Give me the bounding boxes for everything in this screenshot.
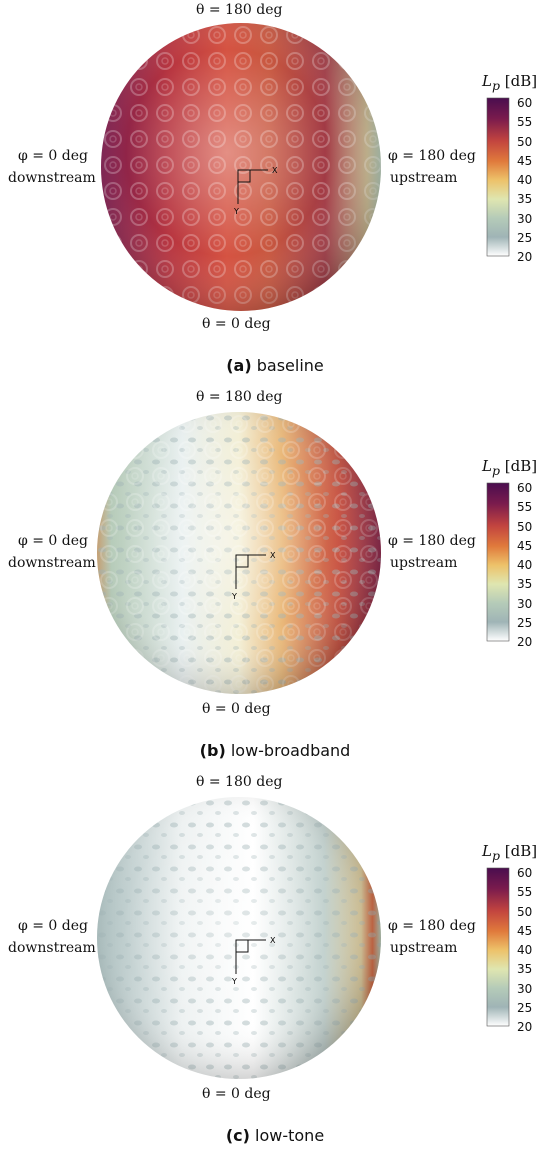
theta-top-label: θ = 180 deg <box>196 389 283 405</box>
panel-c: θ = 180 deg X Y φ = 0 deg downstream φ =… <box>0 770 550 1156</box>
colorbar-tick-label: 55 <box>517 885 533 900</box>
colorbar-tick-label: 55 <box>517 115 533 130</box>
colorbar-tick-label: 55 <box>517 500 533 515</box>
colorbar-tick-label: 50 <box>517 904 533 919</box>
colorbar-tick-label: 25 <box>517 230 533 245</box>
colorbar-tick-label: 40 <box>517 558 533 572</box>
colorbar-tick-label: 45 <box>517 153 533 168</box>
colorbar-tick-label: 35 <box>517 962 533 977</box>
colorbar-tick-label: 20 <box>517 1020 533 1034</box>
phi-right-label: φ = 180 deg <box>388 918 476 934</box>
theta-bottom-label: θ = 0 deg <box>202 316 271 332</box>
sphere-b: X Y <box>97 412 381 694</box>
theta-top-label: θ = 180 deg <box>196 774 283 790</box>
left-side-label: downstream <box>8 170 96 186</box>
right-side-label: upstream <box>390 170 458 186</box>
colorbar-tick-label: 30 <box>517 596 533 611</box>
colorbar-title: Lp [dB] <box>482 842 538 863</box>
colorbar-tick-label: 40 <box>517 943 533 957</box>
theta-bottom-label: θ = 0 deg <box>202 1086 271 1102</box>
colorbar-a <box>486 97 510 257</box>
right-side-label: upstream <box>390 555 458 571</box>
axis-x-label: X <box>272 166 278 175</box>
colorbar-tick-label: 50 <box>517 134 533 149</box>
left-side-label: downstream <box>8 940 96 956</box>
phi-left-label: φ = 0 deg <box>18 918 88 934</box>
right-side-label: upstream <box>390 940 458 956</box>
colorbar-tick-label: 60 <box>517 96 533 110</box>
colorbar-ticks-b: 60 55 50 45 40 35 30 25 20 <box>517 481 547 649</box>
colorbar-tick-label: 30 <box>517 981 533 996</box>
colorbar-tick-label: 45 <box>517 538 533 553</box>
colorbar-tick-label: 20 <box>517 635 533 649</box>
phi-right-label: φ = 180 deg <box>388 533 476 549</box>
colorbar-c <box>486 867 510 1027</box>
panel-b: θ = 180 deg X Y φ = 0 deg downstream φ =… <box>0 385 550 770</box>
axis-x-label: X <box>270 936 276 945</box>
colorbar-tick-label: 20 <box>517 250 533 264</box>
sphere-c: X Y <box>97 797 381 1079</box>
colorbar-tick-label: 35 <box>517 192 533 207</box>
colorbar-tick-label: 60 <box>517 481 533 495</box>
panel-a: θ = 180 deg X Y φ = 0 deg downstream φ =… <box>0 0 550 385</box>
phi-left-label: φ = 0 deg <box>18 533 88 549</box>
axis-y-label: Y <box>231 592 237 601</box>
phi-right-label: φ = 180 deg <box>388 148 476 164</box>
axis-y-label: Y <box>233 207 239 216</box>
phi-left-label: φ = 0 deg <box>18 148 88 164</box>
colorbar-tick-label: 35 <box>517 577 533 592</box>
caption-b: (b) low-broadband <box>199 741 351 760</box>
theta-bottom-label: θ = 0 deg <box>202 701 271 717</box>
colorbar-ticks-c: 60 55 50 45 40 35 30 25 20 <box>517 866 547 1034</box>
caption-a: (a) baseline <box>226 356 324 375</box>
caption-c: (c) low-tone <box>225 1126 325 1145</box>
theta-top-label: θ = 180 deg <box>196 2 283 18</box>
colorbar-title: Lp [dB] <box>482 457 538 478</box>
colorbar-ticks-a: 60 55 50 45 40 35 30 25 20 <box>517 96 547 264</box>
colorbar-tick-label: 50 <box>517 519 533 534</box>
colorbar-tick-label: 45 <box>517 923 533 938</box>
colorbar-tick-label: 60 <box>517 866 533 880</box>
colorbar-title: Lp [dB] <box>482 72 538 93</box>
sphere-a: X Y <box>101 23 381 311</box>
axis-x-label: X <box>270 551 276 560</box>
colorbar-tick-label: 25 <box>517 1000 533 1015</box>
colorbar-tick-label: 30 <box>517 211 533 226</box>
axis-y-label: Y <box>231 977 237 986</box>
colorbar-tick-label: 25 <box>517 615 533 630</box>
colorbar-tick-label: 40 <box>517 173 533 187</box>
left-side-label: downstream <box>8 555 96 571</box>
colorbar-b <box>486 482 510 642</box>
